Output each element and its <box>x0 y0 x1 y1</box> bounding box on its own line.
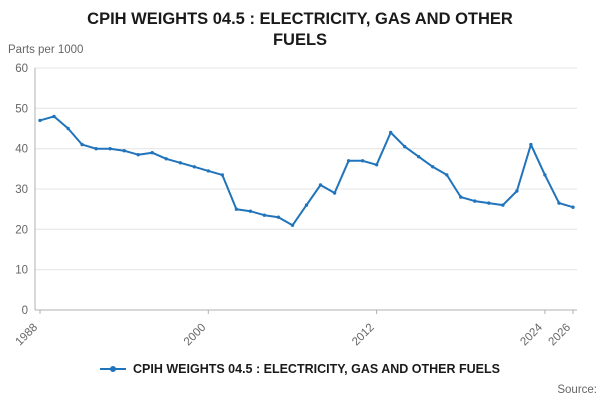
data-point <box>108 147 112 151</box>
source-label: Source: <box>557 384 597 396</box>
data-point <box>389 130 393 135</box>
data-point <box>38 118 42 123</box>
data-point <box>52 114 56 119</box>
data-point <box>529 142 533 147</box>
line-chart-svg: 0 10 20 30 40 50 60 1988 2000 2012 2024 2026 <box>14 63 577 349</box>
data-point <box>192 165 196 169</box>
data-point <box>290 223 295 227</box>
data-point <box>515 189 519 193</box>
y-tick-label: 30 <box>15 184 28 196</box>
legend-line-icon <box>100 366 127 372</box>
data-point <box>80 142 84 147</box>
data-point <box>543 173 547 177</box>
data-point <box>501 203 505 207</box>
data-point <box>445 173 449 177</box>
y-tick-label: 20 <box>15 224 28 236</box>
x-tick-label: 2024 <box>518 321 545 348</box>
data-point <box>304 203 309 207</box>
x-tick-label: 1988 <box>14 322 41 349</box>
y-tick-label: 40 <box>15 144 28 156</box>
data-point <box>262 213 267 217</box>
y-tick-label: 0 <box>22 305 28 317</box>
data-point <box>220 173 224 177</box>
data-point <box>248 209 253 213</box>
data-point <box>459 195 463 199</box>
data-point <box>571 205 575 209</box>
data-point <box>94 147 98 151</box>
data-point <box>66 126 70 131</box>
data-line <box>39 115 574 227</box>
data-point <box>206 169 210 173</box>
y-tick-label: 10 <box>15 265 28 277</box>
data-point <box>403 144 407 149</box>
x-tick-label: 2012 <box>350 322 377 349</box>
data-point <box>360 159 365 163</box>
data-point <box>374 163 379 167</box>
y-tick-label: 60 <box>15 63 28 75</box>
y-axis-unit-label: Parts per 1000 <box>8 44 84 56</box>
data-point <box>318 183 323 187</box>
data-point <box>346 159 351 163</box>
legend-label: CPIH WEIGHTS 04.5 : ELECTRICITY, GAS AND… <box>133 362 500 376</box>
x-tick-label: 2000 <box>182 322 209 349</box>
data-point <box>473 199 477 203</box>
data-point <box>332 191 337 195</box>
legend: CPIH WEIGHTS 04.5 : ELECTRICITY, GAS AND… <box>0 362 600 376</box>
data-point <box>487 201 491 205</box>
data-point <box>417 155 421 159</box>
data-point <box>150 151 154 155</box>
data-point <box>276 215 281 219</box>
data-point <box>557 201 561 205</box>
data-point <box>234 207 239 211</box>
chart-title: CPIH WEIGHTS 04.5 : ELECTRICITY, GAS AND… <box>87 10 513 50</box>
data-point <box>431 165 435 169</box>
data-point <box>164 157 168 161</box>
data-point <box>178 161 182 165</box>
y-tick-label: 50 <box>15 103 28 115</box>
data-point <box>136 153 140 157</box>
data-point <box>122 149 126 153</box>
x-tick-label: 2026 <box>547 322 574 349</box>
